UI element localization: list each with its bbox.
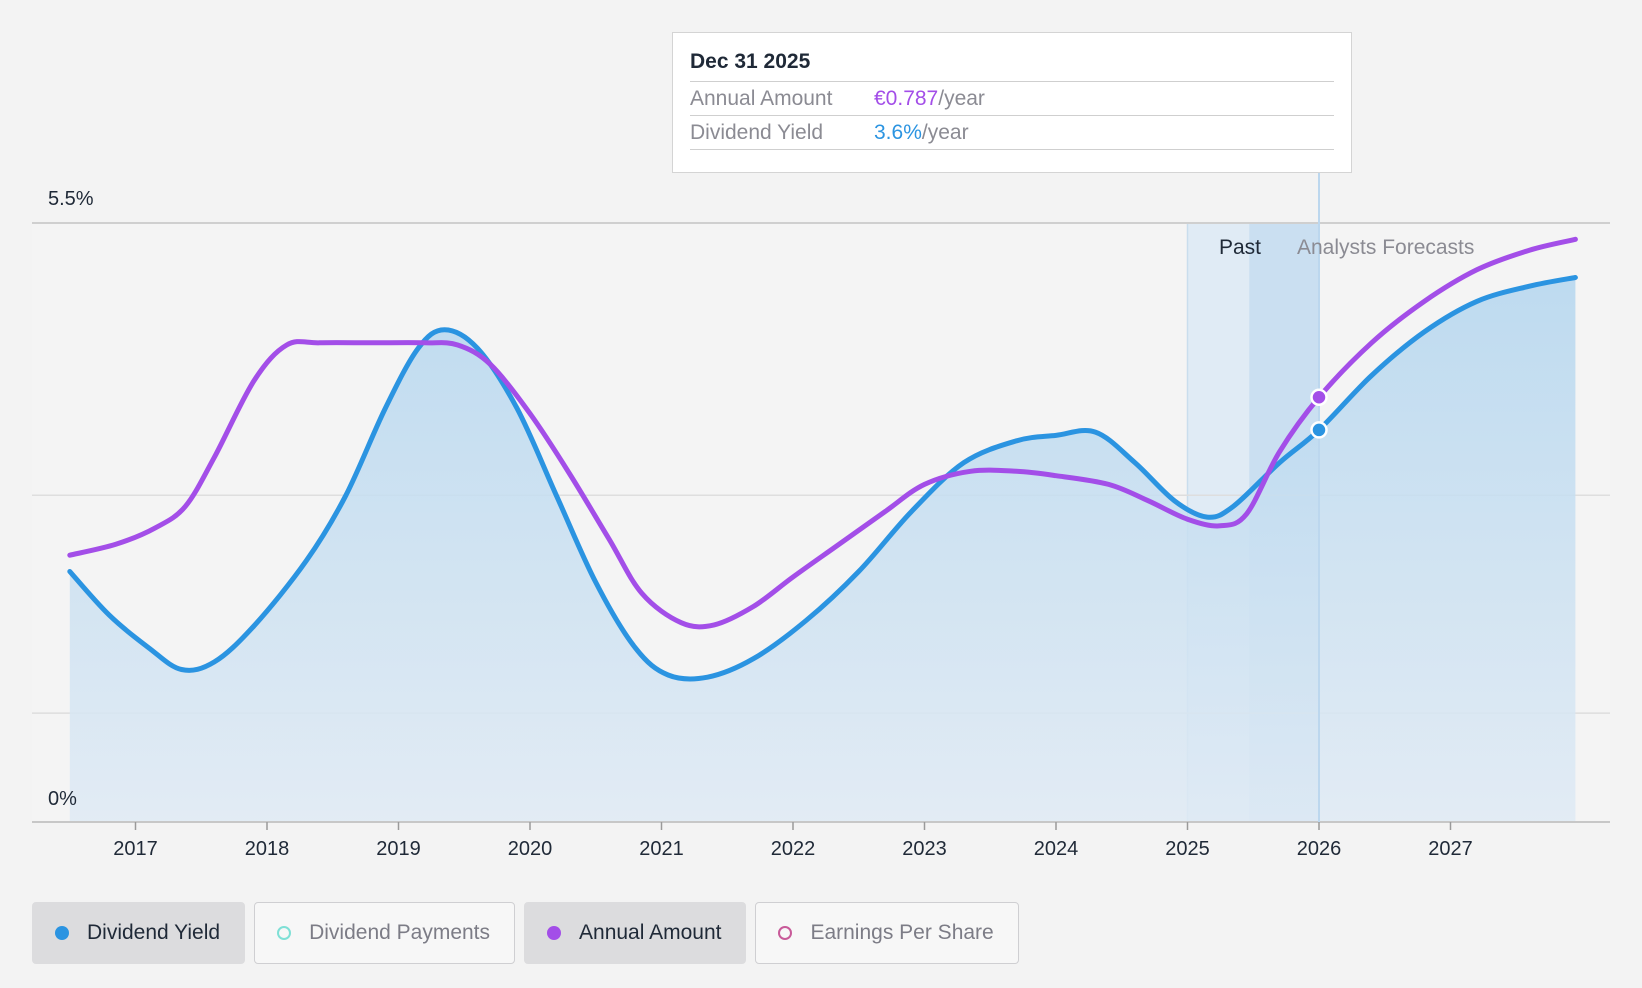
tooltip-date: Dec 31 2025	[690, 47, 1334, 82]
legend-dividend-yield-button[interactable]: Dividend Yield	[32, 902, 246, 964]
legend-annual-amount-button[interactable]: Annual Amount	[524, 902, 747, 964]
x-tick-label-2022: 2022	[771, 838, 816, 860]
x-tick-label-2017: 2017	[113, 838, 158, 860]
legend-label: Annual Amount	[579, 921, 722, 944]
tooltip-unit: /year	[921, 121, 969, 144]
legend-dividend-payments-button[interactable]: Dividend Payments	[254, 902, 516, 964]
tooltip-row-annual-amount: Annual Amount €0.787 /year	[690, 82, 1334, 116]
x-tick-label-2026: 2026	[1297, 838, 1342, 860]
dividend-payments-dot-icon	[277, 926, 292, 940]
x-tick-label-2020: 2020	[508, 838, 553, 860]
y-axis-max-label: 5.5%	[48, 188, 94, 210]
tooltip-label: Annual Amount	[690, 87, 833, 110]
tooltip-value: 3.6%	[874, 121, 922, 144]
dividend-yield-line	[67, 275, 1578, 682]
x-tick-label-2024: 2024	[1034, 838, 1079, 860]
legend-label: Earnings Per Share	[810, 921, 994, 944]
x-tick-label-2025: 2025	[1165, 838, 1210, 860]
tooltip-row-dividend-yield: Dividend Yield 3.6% /year	[690, 116, 1334, 150]
earnings-per-share-dot-icon	[778, 926, 793, 940]
annual-amount-line	[67, 236, 1578, 630]
tooltip: Dec 31 2025 Annual Amount €0.787 /year D…	[672, 32, 1352, 173]
x-tick-label-2019: 2019	[376, 838, 421, 860]
x-tick-label-2021: 2021	[639, 838, 684, 860]
x-tick-label-2027: 2027	[1428, 838, 1473, 860]
y-axis-min-label: 0%	[48, 788, 77, 810]
tooltip-unit: /year	[938, 87, 985, 110]
dividend-yield-area	[69, 277, 1576, 822]
annual-amount-marker	[1310, 388, 1328, 407]
x-tick-label-2023: 2023	[902, 838, 947, 860]
legend-label: Dividend Yield	[87, 921, 221, 944]
legend-label: Dividend Payments	[309, 921, 491, 944]
legend: Dividend Yield Dividend Payments Annual …	[32, 902, 1019, 964]
tooltip-label: Dividend Yield	[690, 121, 824, 144]
annual-amount-dot-icon	[547, 926, 562, 940]
dividend-yield-marker	[1310, 421, 1328, 439]
forecast-label: Analysts Forecasts	[1297, 236, 1474, 259]
past-label: Past	[1219, 236, 1261, 259]
legend-earnings-per-share-button[interactable]: Earnings Per Share	[755, 902, 1019, 964]
x-tick-label-2018: 2018	[245, 838, 290, 860]
tooltip-value: €0.787	[874, 87, 939, 110]
dividend-yield-dot-icon	[55, 926, 69, 940]
